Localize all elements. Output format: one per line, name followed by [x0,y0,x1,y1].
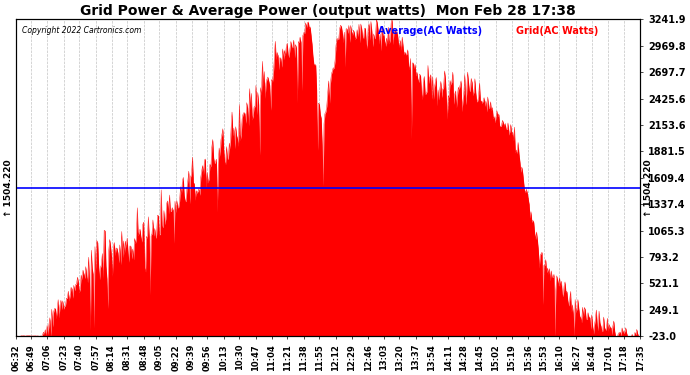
Text: ↑ 1504.220: ↑ 1504.220 [3,159,12,217]
Text: Average(AC Watts): Average(AC Watts) [378,26,489,36]
Title: Grid Power & Average Power (output watts)  Mon Feb 28 17:38: Grid Power & Average Power (output watts… [80,4,576,18]
Text: Grid(AC Watts): Grid(AC Watts) [515,26,598,36]
Text: ↑ 1504.220: ↑ 1504.220 [644,159,653,217]
Text: Copyright 2022 Cartronics.com: Copyright 2022 Cartronics.com [22,26,141,34]
